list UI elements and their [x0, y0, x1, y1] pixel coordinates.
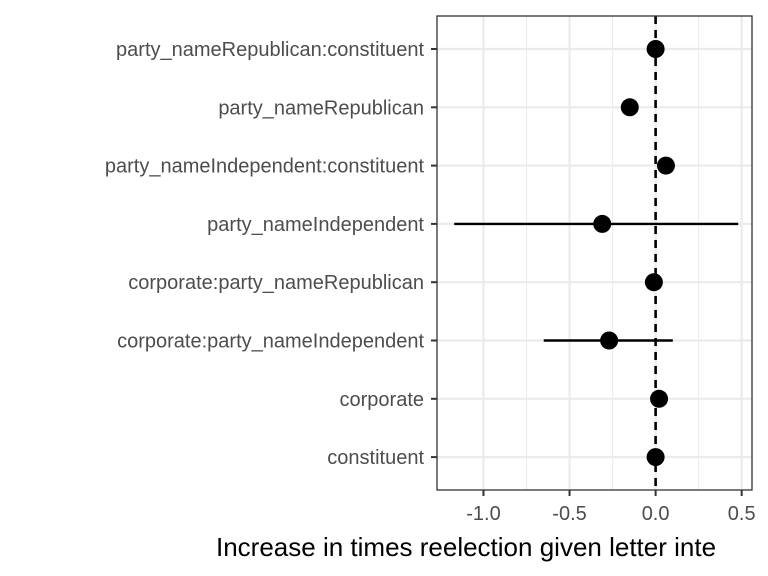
estimate-point: [644, 273, 663, 292]
estimate-point: [593, 214, 612, 233]
estimate-point: [656, 156, 675, 175]
y-tick-label: constituent: [327, 447, 424, 469]
x-tick-label: 0.0: [642, 503, 670, 525]
x-tick-label: 0.5: [728, 503, 756, 525]
x-tick-label: -0.5: [552, 503, 586, 525]
estimate-point: [650, 389, 669, 408]
estimate-point: [600, 331, 619, 350]
estimate-point: [646, 448, 665, 467]
point-layer: [593, 40, 675, 467]
y-tick-label: party_nameIndependent: [207, 214, 424, 236]
grid-layer: [437, 16, 752, 490]
y-tick-label: corporate: [340, 389, 425, 411]
y-tick-label: party_nameIndependent:constituent: [105, 156, 425, 178]
y-tick-label: corporate:party_nameRepublican: [128, 272, 424, 294]
y-tick-label: party_nameRepublican:constituent: [116, 39, 424, 61]
x-tick-label: -1.0: [466, 503, 500, 525]
estimate-point: [646, 40, 665, 58]
axis-layer: party_nameRepublican:constituent party_na…: [105, 39, 756, 525]
y-tick-label: corporate:party_nameIndependent: [117, 331, 424, 353]
panel-border: [436, 15, 753, 491]
y-tick-label: party_nameRepublican: [218, 97, 424, 119]
estimate-point: [620, 98, 639, 117]
x-axis-title: Increase in times reelection given lette…: [216, 532, 716, 562]
